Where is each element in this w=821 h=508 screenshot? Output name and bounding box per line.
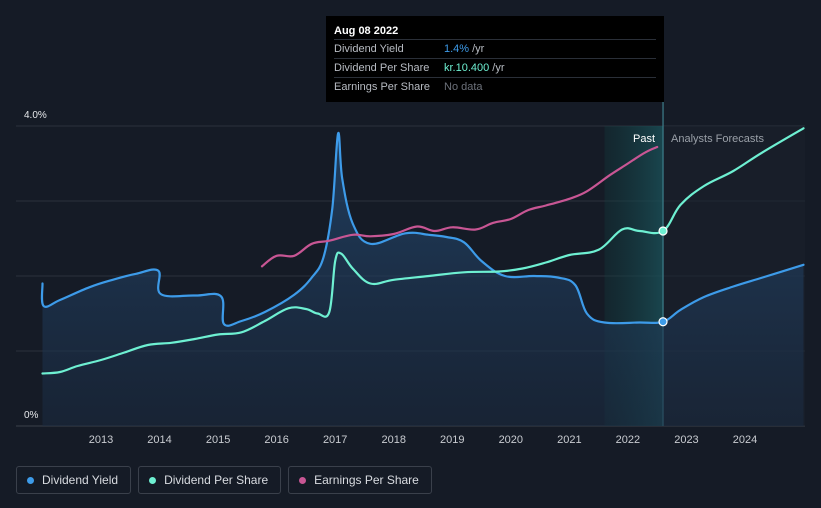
x-tick-label: 2013 — [89, 434, 113, 446]
tooltip-row-dividend-yield: Dividend Yield 1.4% /yr — [334, 39, 656, 58]
x-tick-label: 2019 — [440, 434, 464, 446]
tooltip-row-dividend-per-share: Dividend Per Share kr.10.400 /yr — [334, 58, 656, 77]
legend-dividend-per-share[interactable]: Dividend Per Share — [138, 466, 282, 494]
tooltip-label: Earnings Per Share — [334, 81, 430, 93]
legend-label: Earnings Per Share — [314, 473, 419, 487]
legend-earnings-per-share[interactable]: Earnings Per Share — [288, 466, 432, 494]
dividend-yield-marker — [658, 317, 668, 327]
tooltip-value: 1.4% — [444, 43, 470, 55]
tooltip-label: Dividend Per Share — [334, 62, 430, 74]
tooltip-label: Dividend Yield — [334, 43, 404, 55]
legend-dividend-yield[interactable]: Dividend Yield — [16, 466, 132, 494]
x-tick-label: 2016 — [264, 434, 288, 446]
tooltip-unit: /yr — [492, 62, 505, 74]
x-tick-label: 2015 — [206, 434, 230, 446]
tooltip-row-earnings-per-share: Earnings Per Share No data — [334, 77, 656, 96]
dividend-per-share-marker — [658, 226, 668, 236]
x-tick-label: 2021 — [557, 434, 581, 446]
tooltip-value: kr.10.400 — [444, 62, 490, 74]
legend-dot-icon — [27, 476, 34, 484]
dividend-per-share-line — [41, 127, 805, 375]
x-tick-label: 2020 — [499, 434, 523, 446]
dividend-yield-area — [41, 132, 804, 426]
legend-dot-icon — [299, 476, 307, 484]
x-tick-label: 2022 — [616, 434, 640, 446]
tooltip-value: No data — [444, 81, 483, 93]
dividend-yield-line — [40, 132, 805, 327]
x-tick-label: 2018 — [381, 434, 405, 446]
earnings-per-share-line — [260, 145, 659, 268]
hover-tooltip: Aug 08 2022 Dividend Yield 1.4% /yr Divi… — [326, 16, 664, 102]
legend-label: Dividend Per Share — [164, 473, 269, 487]
x-tick-label: 2014 — [147, 434, 171, 446]
x-tick-label: 2024 — [733, 434, 757, 446]
y-tick-label: 4.0% — [24, 110, 47, 121]
tooltip-date: Aug 08 2022 — [334, 25, 399, 37]
y-tick-label: 0% — [24, 410, 39, 421]
forecast-label: Analysts Forecasts — [671, 133, 764, 145]
x-tick-label: 2023 — [674, 434, 698, 446]
past-label: Past — [633, 133, 655, 145]
tooltip-unit: /yr — [472, 43, 485, 55]
legend-label: Dividend Yield — [42, 473, 119, 487]
x-tick-label: 2017 — [323, 434, 347, 446]
chart-legend: Dividend Yield Dividend Per Share Earnin… — [16, 466, 432, 494]
legend-dot-icon — [149, 476, 157, 484]
